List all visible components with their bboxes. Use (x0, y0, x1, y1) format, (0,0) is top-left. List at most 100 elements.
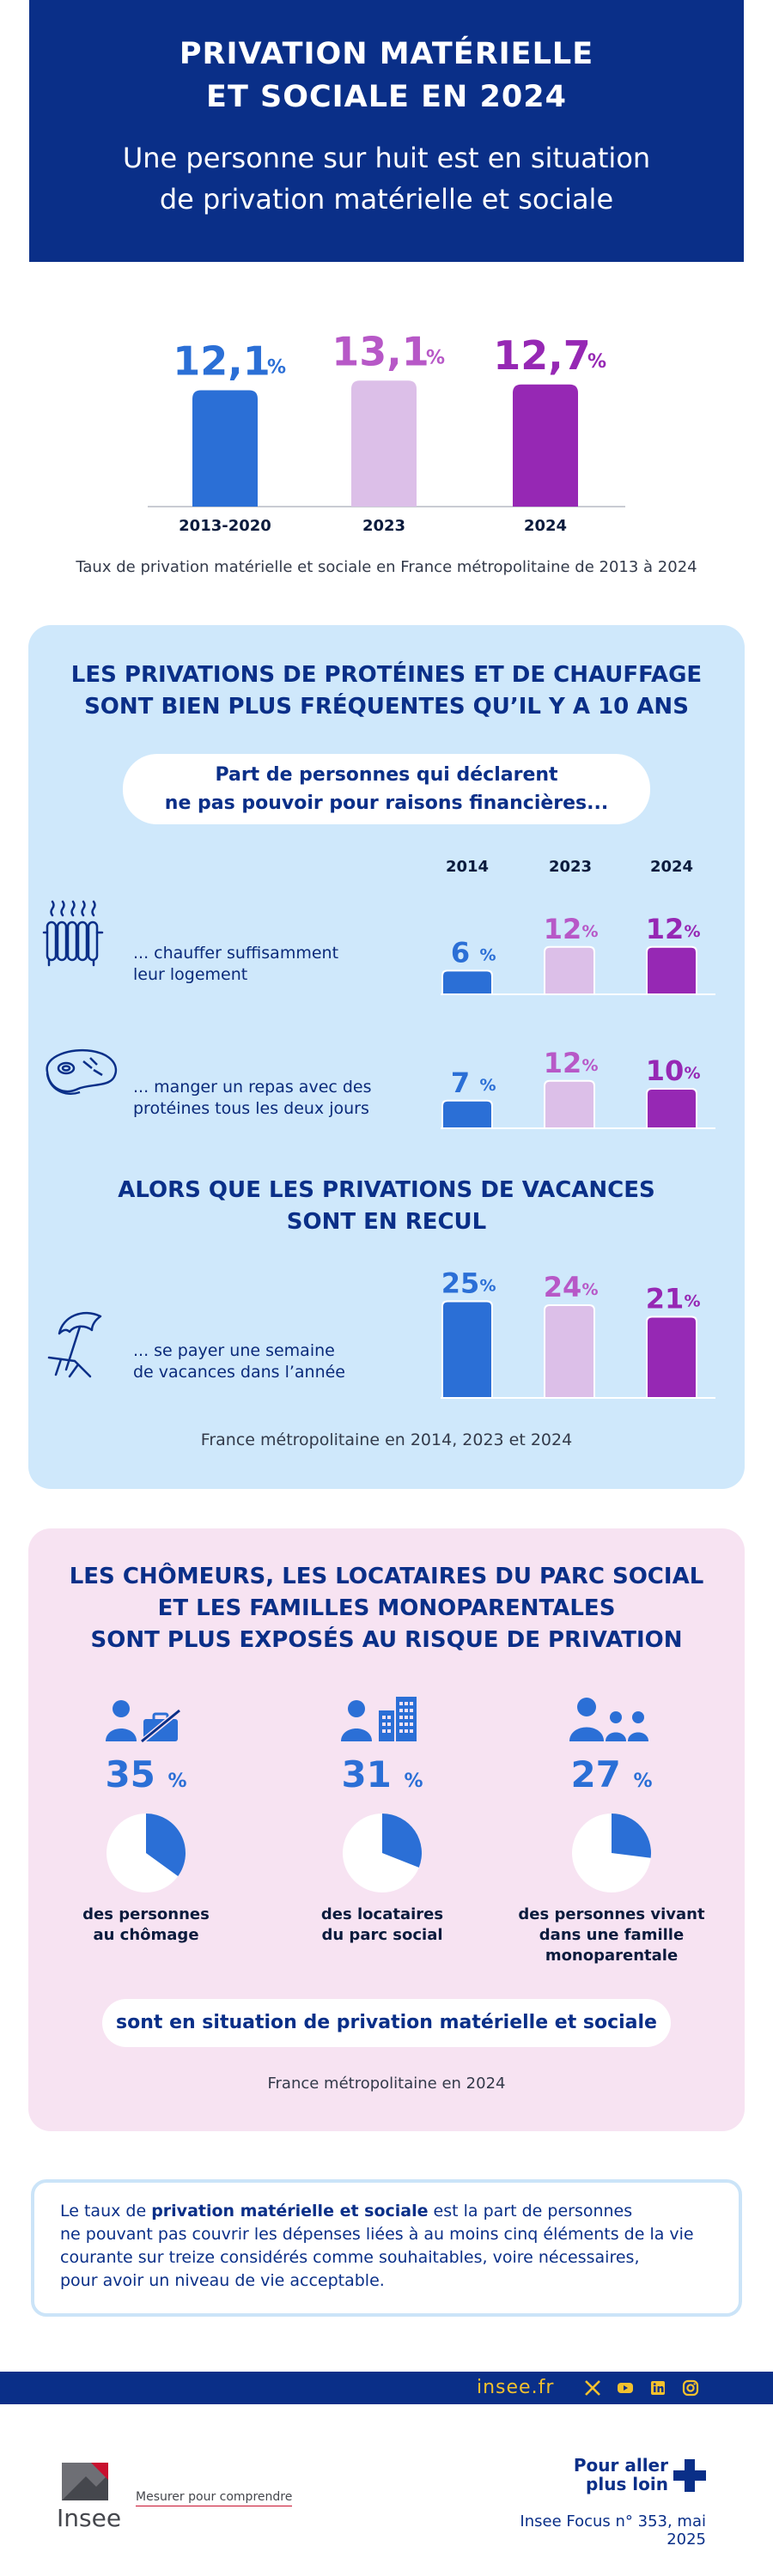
vacation-bar-2014 (441, 1300, 493, 1399)
pie-slice-1 (382, 1814, 422, 1868)
heating-value-2024: 12 (646, 913, 685, 945)
definition-line-3: courante sur treize considérés comme sou… (60, 2248, 640, 2267)
percent-sign: % (167, 1771, 187, 1792)
vacation-value-2014: 25 (441, 1267, 480, 1300)
instagram-icon[interactable] (682, 2379, 699, 2397)
tenant-rate: 31 % (288, 1753, 477, 1795)
single-parent-label-line-3: monoparentale (545, 1947, 679, 1965)
protein-bar-2023 (544, 1079, 595, 1129)
vacation-percent: % (684, 1292, 700, 1311)
further-reading-link[interactable]: Pour aller plus loin (565, 2456, 668, 2494)
percent-label: % (426, 347, 445, 368)
percent-sign: % (633, 1771, 653, 1792)
privations-panel: LES PRIVATIONS DE PROTÉINES ET DE CHAUFF… (28, 625, 745, 1489)
pie-slice-0 (146, 1814, 186, 1877)
heating-label-line-1: ... chauffer suffisamment (133, 944, 339, 963)
unemployed-rate-value: 35 (105, 1753, 155, 1795)
vacation-title-line-2: SONT EN RECUL (286, 1209, 487, 1235)
bar-2013-2020 (192, 390, 258, 507)
definition-term: privation matérielle et sociale (151, 2202, 429, 2221)
steak-icon (46, 1048, 118, 1095)
insee-logo-icon (62, 2463, 108, 2500)
tenant-rate-value: 31 (341, 1753, 392, 1795)
exposed-groups-caption: France métropolitaine en 2024 (267, 2075, 506, 2093)
bar-2024 (513, 384, 578, 507)
category-label-2023: 2023 (362, 517, 405, 535)
situation-pill: sont en situation de privation matériell… (102, 1999, 671, 2047)
vacation-percent: % (581, 1280, 598, 1299)
vacation-percent: % (479, 1277, 496, 1296)
single-parent-rate: 27 % (517, 1753, 706, 1795)
definition-prefix: Le taux de (60, 2202, 152, 2221)
protein-bar-2014 (441, 1099, 493, 1129)
linkedin-icon[interactable] (649, 2379, 666, 2397)
vacation-value-2023: 24 (544, 1271, 582, 1303)
protein-value-2014: 7 (451, 1066, 470, 1099)
heating-percent: % (684, 922, 700, 941)
unemployed-label: des personnes au chômage (52, 1905, 240, 1946)
youtube-icon[interactable] (617, 2379, 634, 2397)
vacation-label: ... se payer une semaine de vacances dan… (133, 1340, 345, 1383)
single-parent-rate-value: 27 (570, 1753, 621, 1795)
question-pill-line-1: Part de personnes qui déclarent (215, 764, 558, 786)
heating-value-2023: 12 (544, 913, 582, 945)
bar-2023 (351, 380, 417, 507)
unemployed-person-icon (106, 1700, 181, 1743)
further-reading-line-1: Pour aller (573, 2455, 668, 2476)
tenant-label: des locataires du parc social (288, 1905, 477, 1946)
protein-value-2023: 12 (544, 1047, 582, 1079)
exposed-groups-pies-svg (107, 1814, 651, 1893)
heating-percent: % (581, 922, 598, 941)
value-label-2023: 13,1 (332, 328, 429, 374)
overall-rate-chart-svg: 12,1% 2013-2020 13,1% 2023 12,7% 2024 (148, 328, 625, 535)
vacation-label-line-2: de vacances dans l’année (133, 1363, 345, 1382)
tenant-label-line-2: du parc social (321, 1926, 443, 1944)
definition-line-2: ne pouvant pas couvrir les dépenses liée… (60, 2225, 694, 2244)
value-label-2013-2020: 12,1 (173, 337, 271, 384)
heating-bar-2014 (441, 969, 493, 995)
vacation-title-line-1: ALORS QUE LES PRIVATIONS DE VACANCES (118, 1177, 655, 1203)
title-line-2: ET SOCIALE EN 2024 (206, 80, 567, 114)
single-parent-family-icon (569, 1698, 648, 1741)
single-parent-label: des personnes vivant dans une famille mo… (517, 1905, 706, 1966)
heating-label: ... chauffer suffisamment leur logement (133, 943, 338, 986)
unemployed-rate: 35 % (52, 1753, 240, 1795)
percent-label: % (587, 351, 606, 373)
definition-line-4: pour avoir un niveau de vie acceptable. (60, 2271, 385, 2290)
unemployed-label-line-1: des personnes (82, 1905, 210, 1923)
value-label-2024: 12,7 (493, 332, 591, 379)
year-label-2014: 2014 (445, 858, 490, 876)
overall-rate-chart: 12,1% 2013-2020 13,1% 2023 12,7% 2024 (0, 292, 773, 575)
heating-value-2014: 6 (451, 936, 470, 969)
page-title: PRIVATION MATÉRIELLE ET SOCIALE EN 2024 (29, 0, 744, 118)
privations-title-line-2: SONT BIEN PLUS FRÉQUENTES QU’IL Y A 10 A… (84, 694, 689, 720)
publication-source: Insee Focus n° 353, mai 2025 (520, 2512, 706, 2549)
question-pill-line-2: ne pas pouvoir pour raisons financières.… (164, 793, 609, 814)
subtitle-line-2: de privation matérielle et sociale (159, 183, 614, 216)
subtitle-line-1: Une personne sur huit est en situation (122, 142, 651, 174)
exposed-groups-panel: LES CHÔMEURS, LES LOCATAIRES DU PARC SOC… (28, 1528, 745, 2131)
category-label-2013-2020: 2013-2020 (179, 517, 271, 535)
heating-percent: % (479, 945, 496, 964)
header-banner: PRIVATION MATÉRIELLE ET SOCIALE EN 2024 … (29, 0, 744, 262)
title-line-1: PRIVATION MATÉRIELLE (179, 37, 594, 71)
privations-caption: France métropolitaine en 2014, 2023 et 2… (200, 1431, 573, 1449)
heating-label-line-2: leur logement (133, 965, 248, 984)
protein-label-line-2: protéines tous les deux jours (133, 1099, 369, 1118)
plus-icon[interactable] (672, 2458, 708, 2494)
x-twitter-icon[interactable] (584, 2379, 601, 2397)
insee-site-link[interactable]: insee.fr (477, 2377, 555, 2398)
vacation-value-2024: 21 (646, 1283, 685, 1315)
privations-title-line-1: LES PRIVATIONS DE PROTÉINES ET DE CHAUFF… (70, 662, 703, 688)
single-parent-label-line-1: des personnes vivant (518, 1905, 705, 1923)
vacation-label-line-1: ... se payer une semaine (133, 1341, 335, 1360)
privations-chart-svg: 6 %12% 12 %7 %12% 10 %25% 24% 21% (441, 913, 715, 1399)
year-label-2024: 2024 (649, 858, 694, 876)
radiator-icon (42, 900, 104, 967)
page-subtitle: Une personne sur huit est en situation d… (29, 137, 744, 220)
exposed-groups-title: LES CHÔMEURS, LES LOCATAIRES DU PARC SOC… (28, 1561, 745, 1656)
exposed-title-line-1: LES CHÔMEURS, LES LOCATAIRES DU PARC SOC… (69, 1564, 704, 1589)
exposed-title-line-3: SONT PLUS EXPOSÉS AU RISQUE DE PRIVATION (90, 1627, 683, 1653)
pie-slice-2 (612, 1814, 651, 1858)
single-parent-label-line-2: dans une famille (539, 1926, 685, 1944)
